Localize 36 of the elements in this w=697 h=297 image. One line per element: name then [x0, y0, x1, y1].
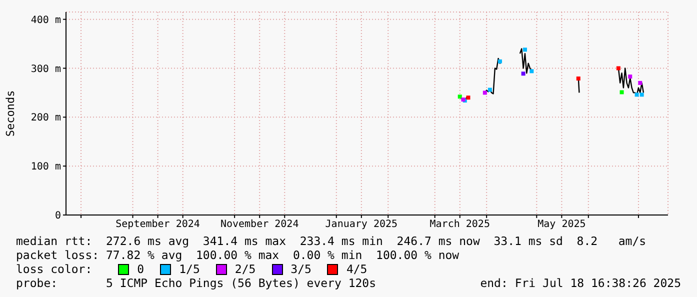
y-tick-label: 300 m [30, 64, 61, 75]
point [638, 80, 642, 85]
legend-label: 2/5 [234, 262, 256, 276]
text: probe: 5 ICMP Echo Pings (56 Bytes) every 120s [16, 276, 376, 290]
point [521, 72, 526, 76]
point [576, 76, 580, 81]
x-tick-label: September 2024 [116, 219, 200, 230]
y-tick-label: 400 m [30, 14, 61, 26]
legend-title: loss color: [16, 262, 92, 276]
point [466, 96, 470, 100]
y-tick-label: 100 m [30, 162, 61, 173]
point [634, 92, 639, 97]
x-tick-label: November 2024 [220, 219, 299, 230]
x-tick-label: March 2025 [430, 219, 490, 230]
point [522, 48, 527, 52]
point [620, 90, 624, 94]
point [458, 94, 462, 99]
y-tick-label: 200 m [30, 112, 61, 124]
y-tick-label: 0 [54, 210, 61, 222]
point [640, 92, 644, 97]
legend-label: 3/5 [290, 262, 312, 276]
x-tick-label: May 2025 [538, 219, 586, 230]
text: median rtt: 272.6 ms avg 341.4 ms max 233.4 ms min 246.7 ms now 33.1 ms sd 8.2 am/s [16, 234, 646, 248]
text: end: Fri Jul 18 16:38:26 2025 [480, 276, 681, 290]
point [530, 69, 534, 74]
legend-label: 1/5 [178, 262, 200, 276]
text: packet loss: 77.82 % avg 100.00 % max 0.00 % min 100.00 % now [16, 248, 460, 262]
point [488, 88, 492, 92]
point [628, 74, 632, 79]
point [616, 66, 620, 70]
x-tick-label: January 2025 [325, 219, 398, 230]
legend-label: 0 [136, 262, 144, 276]
point [498, 59, 502, 64]
point [482, 90, 487, 95]
legend-label: 4/5 [345, 262, 368, 276]
y-axis-title: Seconds [4, 90, 17, 137]
